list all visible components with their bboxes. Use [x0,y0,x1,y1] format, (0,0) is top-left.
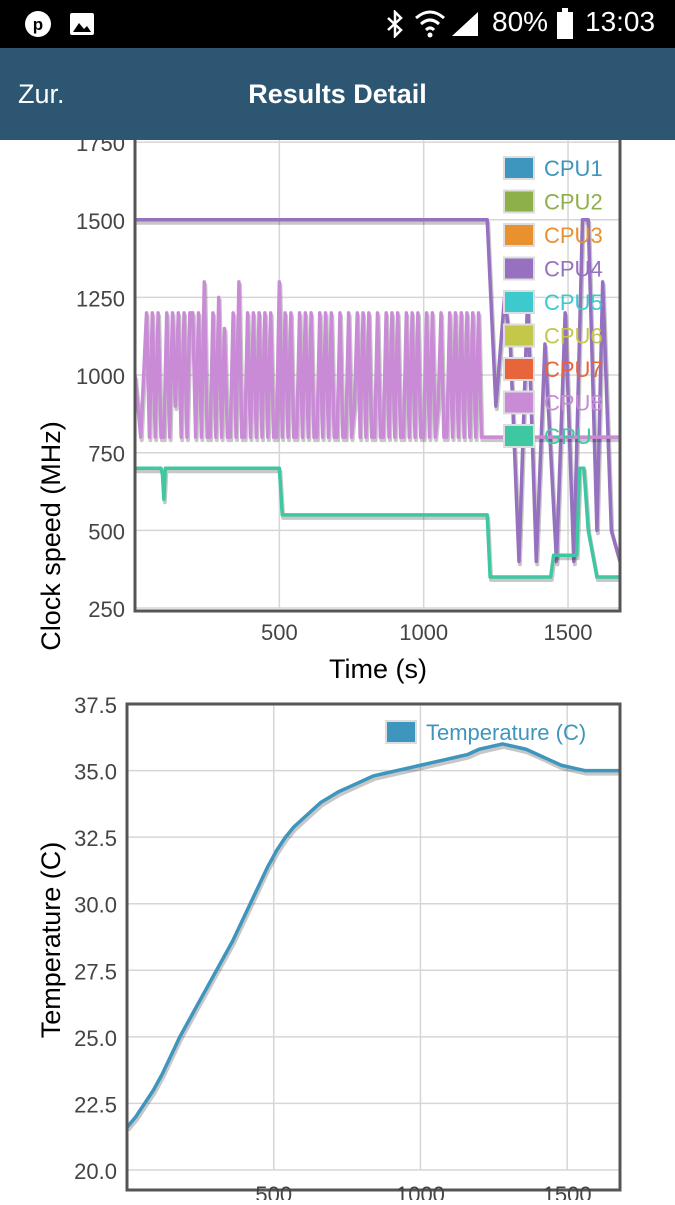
y-tick-label: 500 [88,519,125,544]
y-tick-label: 35.0 [74,760,117,785]
series-line-gpu [135,466,620,579]
legend-swatch [503,357,535,381]
plot-frame [125,702,622,1192]
y-tick-label: 1000 [76,364,125,389]
legend-label: CPU1 [544,156,603,181]
legend-swatch [503,290,535,314]
legend-swatch [503,223,535,247]
y-tick-label: 25.0 [74,1026,117,1051]
legend-label: CPU5 [544,290,603,315]
battery-icon [557,8,573,39]
app-bar: Zur. Results Detail [0,48,675,140]
x-tick-label: 1000 [399,620,448,645]
y-tick-label: 27.5 [74,959,117,984]
y-tick-label: 20.0 [74,1159,117,1184]
x-tick-label: 1500 [543,1182,592,1200]
series-shadow [127,744,620,1132]
series-line-cpu4 [135,218,620,564]
legend-swatch [503,256,535,281]
signal-icon [452,12,478,36]
legend-swatch [503,424,535,448]
temperature-chart-svg: 20.0 22.5 25.0 27.5 30.0 32.5 35.0 37.5 500 1000… [36,693,622,1205]
image-icon [70,13,94,35]
legend-label: CPU4 [544,257,603,282]
legend-swatch [503,189,535,214]
clock-speed-chart: 250 500 750 1000 1250 1500 1750 500 1000 1500 CP… [0,128,675,690]
legend-label: CPU8 [544,391,603,416]
legend-label: CPU7 [544,357,603,382]
svg-text:p: p [33,15,43,34]
y-tick-label: 750 [88,442,125,467]
wifi-icon [415,10,445,38]
x-tick-label: 1500 [544,620,593,645]
legend-swatch [385,720,417,744]
x-tick-label: 1000 [396,1182,445,1200]
series-line-cpu8 [135,280,620,439]
y-tick-label: 250 [88,597,125,622]
y-tick-label: 1750 [76,140,125,156]
legend-swatch [503,156,535,180]
legend-label: CPU3 [544,223,603,248]
status-bar: p 80% 13:03 [0,0,675,48]
legend-swatch [503,390,535,415]
legend-label: CPU6 [544,324,603,349]
page-title: Results Detail [248,79,427,109]
x-tick-label: 500 [261,620,298,645]
legend-label: CPU2 [544,190,603,215]
pinterest-icon: p [25,11,51,37]
legend-swatch [503,323,535,348]
clock-speed-chart-svg: 250 500 750 1000 1250 1500 1750 500 1000 1500 CP… [36,128,622,684]
legend-label: GPU [544,424,592,449]
x-tick-label: 500 [255,1182,292,1200]
series-shadow [136,469,620,582]
y-tick-label: 1250 [76,286,125,311]
series-shadow [135,282,620,443]
series-line-temperature-c [127,742,620,1129]
y-tick-label: 37.5 [74,693,117,718]
y-tick-label: 22.5 [74,1092,117,1117]
y-axis-label: Clock speed (MHz) [36,421,66,651]
back-button[interactable]: Zur. [18,79,65,109]
y-axis-label: Temperature (C) [36,842,66,1039]
x-axis-label: Time (s) [329,654,427,684]
y-tick-label: 32.5 [74,826,117,851]
clock: 13:03 [585,6,656,37]
y-tick-label: 30.0 [74,893,117,918]
y-tick-label: 1500 [76,209,125,234]
bluetooth-icon [387,10,403,38]
legend-label: Temperature (C) [426,720,586,745]
temperature-chart: 20.0 22.5 25.0 27.5 30.0 32.5 35.0 37.5 500 1000… [0,690,675,1205]
battery-percent: 80% [492,6,549,37]
